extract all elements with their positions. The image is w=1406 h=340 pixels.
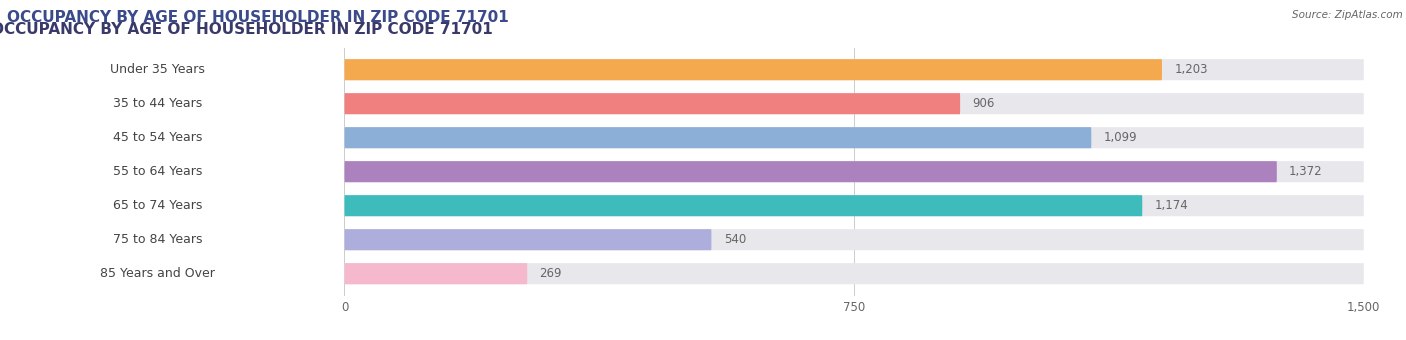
- FancyBboxPatch shape: [0, 263, 323, 284]
- Text: Source: ZipAtlas.com: Source: ZipAtlas.com: [1292, 10, 1403, 20]
- FancyBboxPatch shape: [0, 59, 323, 80]
- Text: 55 to 64 Years: 55 to 64 Years: [112, 165, 202, 178]
- FancyBboxPatch shape: [344, 59, 1161, 80]
- FancyBboxPatch shape: [0, 229, 323, 250]
- FancyBboxPatch shape: [0, 93, 323, 114]
- FancyBboxPatch shape: [0, 127, 323, 148]
- FancyBboxPatch shape: [344, 229, 1364, 250]
- Text: OCCUPANCY BY AGE OF HOUSEHOLDER IN ZIP CODE 71701: OCCUPANCY BY AGE OF HOUSEHOLDER IN ZIP C…: [7, 10, 509, 25]
- Text: 1,203: 1,203: [1174, 63, 1208, 76]
- FancyBboxPatch shape: [344, 161, 1277, 182]
- FancyBboxPatch shape: [344, 161, 1364, 182]
- FancyBboxPatch shape: [344, 59, 1364, 80]
- Text: 540: 540: [724, 233, 747, 246]
- FancyBboxPatch shape: [344, 263, 1364, 284]
- Text: 85 Years and Over: 85 Years and Over: [100, 267, 215, 280]
- Text: 1,372: 1,372: [1289, 165, 1323, 178]
- FancyBboxPatch shape: [0, 195, 323, 216]
- FancyBboxPatch shape: [344, 195, 1364, 216]
- FancyBboxPatch shape: [344, 127, 1091, 148]
- Text: 35 to 44 Years: 35 to 44 Years: [112, 97, 202, 110]
- Text: 1,099: 1,099: [1104, 131, 1137, 144]
- Text: 65 to 74 Years: 65 to 74 Years: [112, 199, 202, 212]
- Text: 269: 269: [540, 267, 562, 280]
- FancyBboxPatch shape: [344, 263, 527, 284]
- FancyBboxPatch shape: [344, 195, 1142, 216]
- FancyBboxPatch shape: [344, 93, 960, 114]
- Text: 1,174: 1,174: [1154, 199, 1188, 212]
- Text: OCCUPANCY BY AGE OF HOUSEHOLDER IN ZIP CODE 71701: OCCUPANCY BY AGE OF HOUSEHOLDER IN ZIP C…: [0, 22, 494, 37]
- Text: Under 35 Years: Under 35 Years: [110, 63, 205, 76]
- FancyBboxPatch shape: [344, 229, 711, 250]
- FancyBboxPatch shape: [0, 161, 323, 182]
- FancyBboxPatch shape: [344, 127, 1364, 148]
- Text: 906: 906: [973, 97, 995, 110]
- FancyBboxPatch shape: [344, 93, 1364, 114]
- Text: 45 to 54 Years: 45 to 54 Years: [112, 131, 202, 144]
- Text: 75 to 84 Years: 75 to 84 Years: [112, 233, 202, 246]
